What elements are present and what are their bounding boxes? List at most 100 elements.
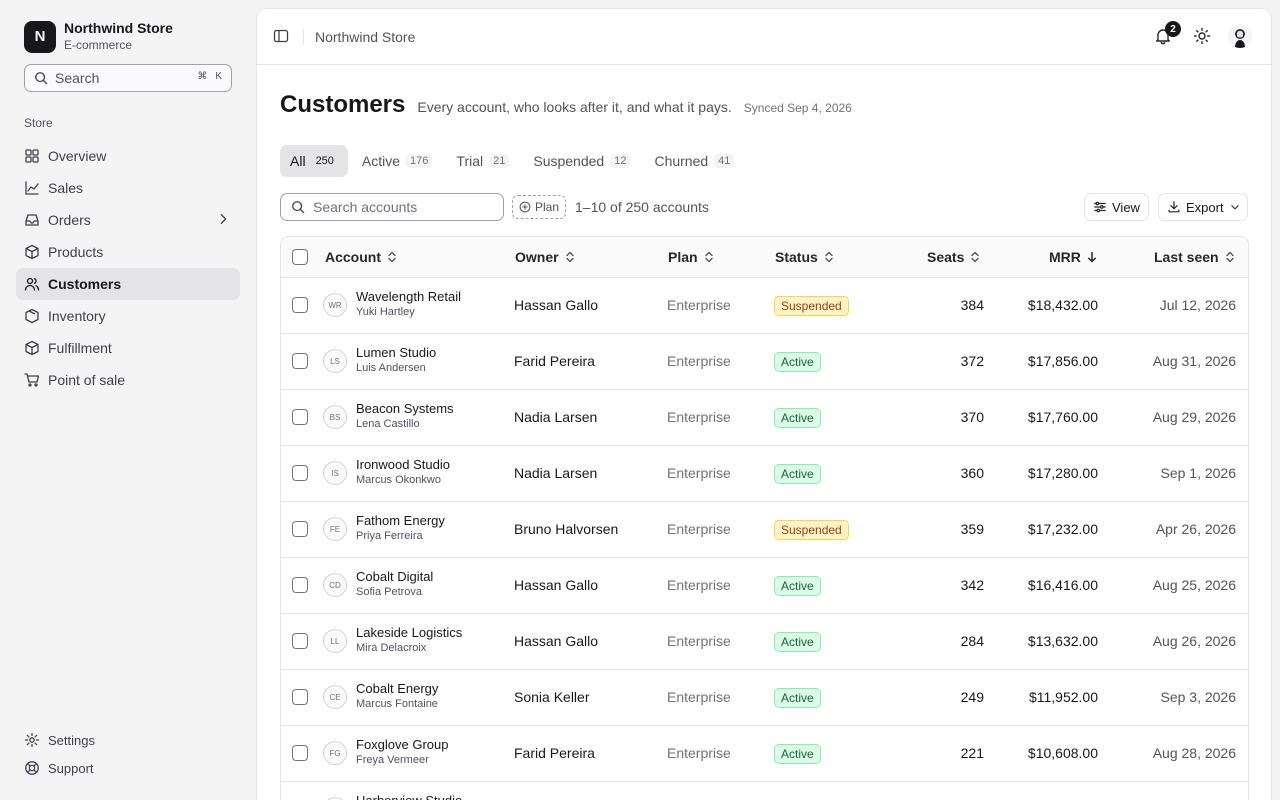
table-row[interactable]: FE Fathom Energy Priya Ferreira Bruno Halvo…	[281, 502, 1248, 558]
table-row[interactable]: WR Wavelength Retail Yuki Hartley Hassan Ga…	[281, 278, 1248, 334]
owner-name: Hassan Gallo	[514, 633, 599, 649]
row-checkbox[interactable]	[292, 297, 308, 313]
table-row[interactable]: CD Cobalt Digital Sofia Petrova Hassan Gall…	[281, 558, 1248, 614]
sidebar-section-label: Store	[24, 116, 53, 130]
sidebar-item-fulfillment[interactable]: Fulfillment	[16, 332, 240, 364]
row-checkbox[interactable]	[292, 521, 308, 537]
row-checkbox[interactable]	[292, 465, 308, 481]
sidebar-item-settings[interactable]: Settings	[16, 726, 240, 754]
plan-name: Enterprise	[667, 353, 731, 369]
account-name[interactable]: Wavelength Retail	[356, 289, 462, 304]
account-avatar: FG	[323, 741, 347, 765]
sync-status: Synced Sep 4, 2026	[743, 101, 852, 115]
tab-suspended[interactable]: Suspended 12	[523, 145, 640, 177]
view-button[interactable]: View	[1084, 193, 1149, 221]
select-all-checkbox[interactable]	[292, 249, 308, 265]
sidebar-search[interactable]: Search ⌘ K	[24, 64, 232, 92]
account-name[interactable]: Harborview Studio	[356, 793, 462, 800]
sidebar-item-inventory[interactable]: Inventory	[16, 300, 240, 332]
inbox-icon	[24, 212, 40, 228]
tab-churned[interactable]: Churned 41	[644, 145, 744, 177]
row-checkbox[interactable]	[292, 409, 308, 425]
row-checkbox[interactable]	[292, 689, 308, 705]
table-row[interactable]: CE Cobalt Energy Marcus Fontaine Sonia Kell…	[281, 670, 1248, 726]
tab-active[interactable]: Active 176	[352, 145, 442, 177]
sun-icon[interactable]	[1193, 27, 1211, 45]
column-plan[interactable]: Plan	[668, 249, 714, 265]
last-seen-value: Aug 31, 2026	[1152, 353, 1236, 369]
accounts-search[interactable]	[280, 193, 504, 221]
sidebar-item-customers[interactable]: Customers	[16, 268, 240, 300]
tab-label: Trial	[456, 153, 484, 169]
results-count: 1–10 of 250 accounts	[575, 199, 709, 215]
column-owner[interactable]: Owner	[515, 249, 575, 265]
page-header: Customers Every account, who looks after…	[280, 91, 852, 119]
table-row[interactable]: LS Lumen Studio Luis Andersen Farid Pereira…	[281, 334, 1248, 390]
table-row[interactable]: HSHarborview StudioActive	[281, 782, 1248, 800]
sort-icon	[1225, 251, 1235, 263]
tab-count: 176	[406, 154, 433, 168]
plan-name: Enterprise	[667, 745, 731, 761]
table-row[interactable]: IS Ironwood Studio Marcus Okonkwo Nadia Lar…	[281, 446, 1248, 502]
column-mrr[interactable]: MRR	[1049, 249, 1097, 265]
chevron-right-icon[interactable]	[216, 212, 230, 226]
sidebar-item-support[interactable]: Support	[16, 754, 240, 782]
row-checkbox[interactable]	[292, 633, 308, 649]
accounts-search-input[interactable]	[313, 199, 493, 215]
account-name[interactable]: Lumen Studio	[356, 345, 437, 360]
top-bar: Northwind Store 2	[257, 9, 1271, 65]
account-name[interactable]: Lakeside Logistics	[356, 625, 463, 640]
plan-filter-button[interactable]: Plan	[512, 195, 567, 219]
row-checkbox[interactable]	[292, 745, 308, 761]
seats-value: 342	[960, 577, 984, 593]
account-contact: Priya Ferreira	[356, 530, 423, 542]
account-contact: Mira Delacroix	[356, 642, 427, 654]
sidebar-item-point-of-sale[interactable]: Point of sale	[16, 364, 240, 396]
account-name[interactable]: Ironwood Studio	[356, 457, 450, 472]
lifebuoy-icon	[24, 760, 40, 776]
sort-icon	[824, 251, 834, 263]
sidebar-item-overview[interactable]: Overview	[16, 140, 240, 172]
column-last-seen[interactable]: Last seen	[1154, 249, 1235, 265]
sidebar-item-products[interactable]: Products	[16, 236, 240, 268]
table-row[interactable]: LL Lakeside Logistics Mira Delacroix Hassan…	[281, 614, 1248, 670]
account-name[interactable]: Cobalt Energy	[356, 681, 439, 696]
tab-count: 12	[610, 154, 631, 168]
row-checkbox[interactable]	[292, 577, 308, 593]
breadcrumb[interactable]: Northwind Store	[315, 29, 416, 45]
last-seen-value: Aug 25, 2026	[1152, 577, 1236, 593]
status-badge: Active	[774, 744, 821, 764]
user-avatar[interactable]	[1228, 24, 1252, 48]
table-row[interactable]: FG Foxglove Group Freya Vermeer Farid Perei…	[281, 726, 1248, 782]
column-status[interactable]: Status	[775, 249, 834, 265]
owner-name: Farid Pereira	[514, 745, 595, 761]
table-row[interactable]: BS Beacon Systems Lena Castillo Nadia Larse…	[281, 390, 1248, 446]
mrr-value: $17,760.00	[1027, 409, 1098, 425]
store-switcher[interactable]: N Northwind Store E-commerce	[24, 20, 173, 53]
tab-all[interactable]: All 250	[280, 145, 348, 177]
sidebar-item-orders[interactable]: Orders	[16, 204, 240, 236]
column-account[interactable]: Account	[325, 249, 397, 265]
account-name[interactable]: Cobalt Digital	[356, 569, 434, 584]
store-type: E-commerce	[64, 38, 133, 52]
account-name[interactable]: Fathom Energy	[356, 513, 445, 528]
account-avatar: CE	[323, 685, 347, 709]
column-label: MRR	[1049, 249, 1081, 265]
seats-value: 370	[960, 409, 984, 425]
sidebar-toggle-icon[interactable]	[270, 25, 292, 47]
column-seats[interactable]: Seats	[927, 249, 980, 265]
k-key: K	[215, 71, 222, 82]
users-icon	[24, 276, 40, 292]
page-description: Every account, who looks after it, and w…	[417, 99, 732, 115]
row-checkbox[interactable]	[292, 353, 308, 369]
account-name[interactable]: Foxglove Group	[356, 737, 449, 752]
export-button[interactable]: Export	[1158, 193, 1248, 221]
tab-trial[interactable]: Trial 21	[446, 145, 519, 177]
account-name[interactable]: Beacon Systems	[356, 401, 454, 416]
status-badge: Active	[774, 576, 821, 596]
sidebar-item-label: Inventory	[48, 308, 106, 324]
account-avatar: FE	[323, 517, 347, 541]
plan-name: Enterprise	[667, 577, 731, 593]
sidebar-item-sales[interactable]: Sales	[16, 172, 240, 204]
column-label: Last seen	[1154, 249, 1219, 265]
